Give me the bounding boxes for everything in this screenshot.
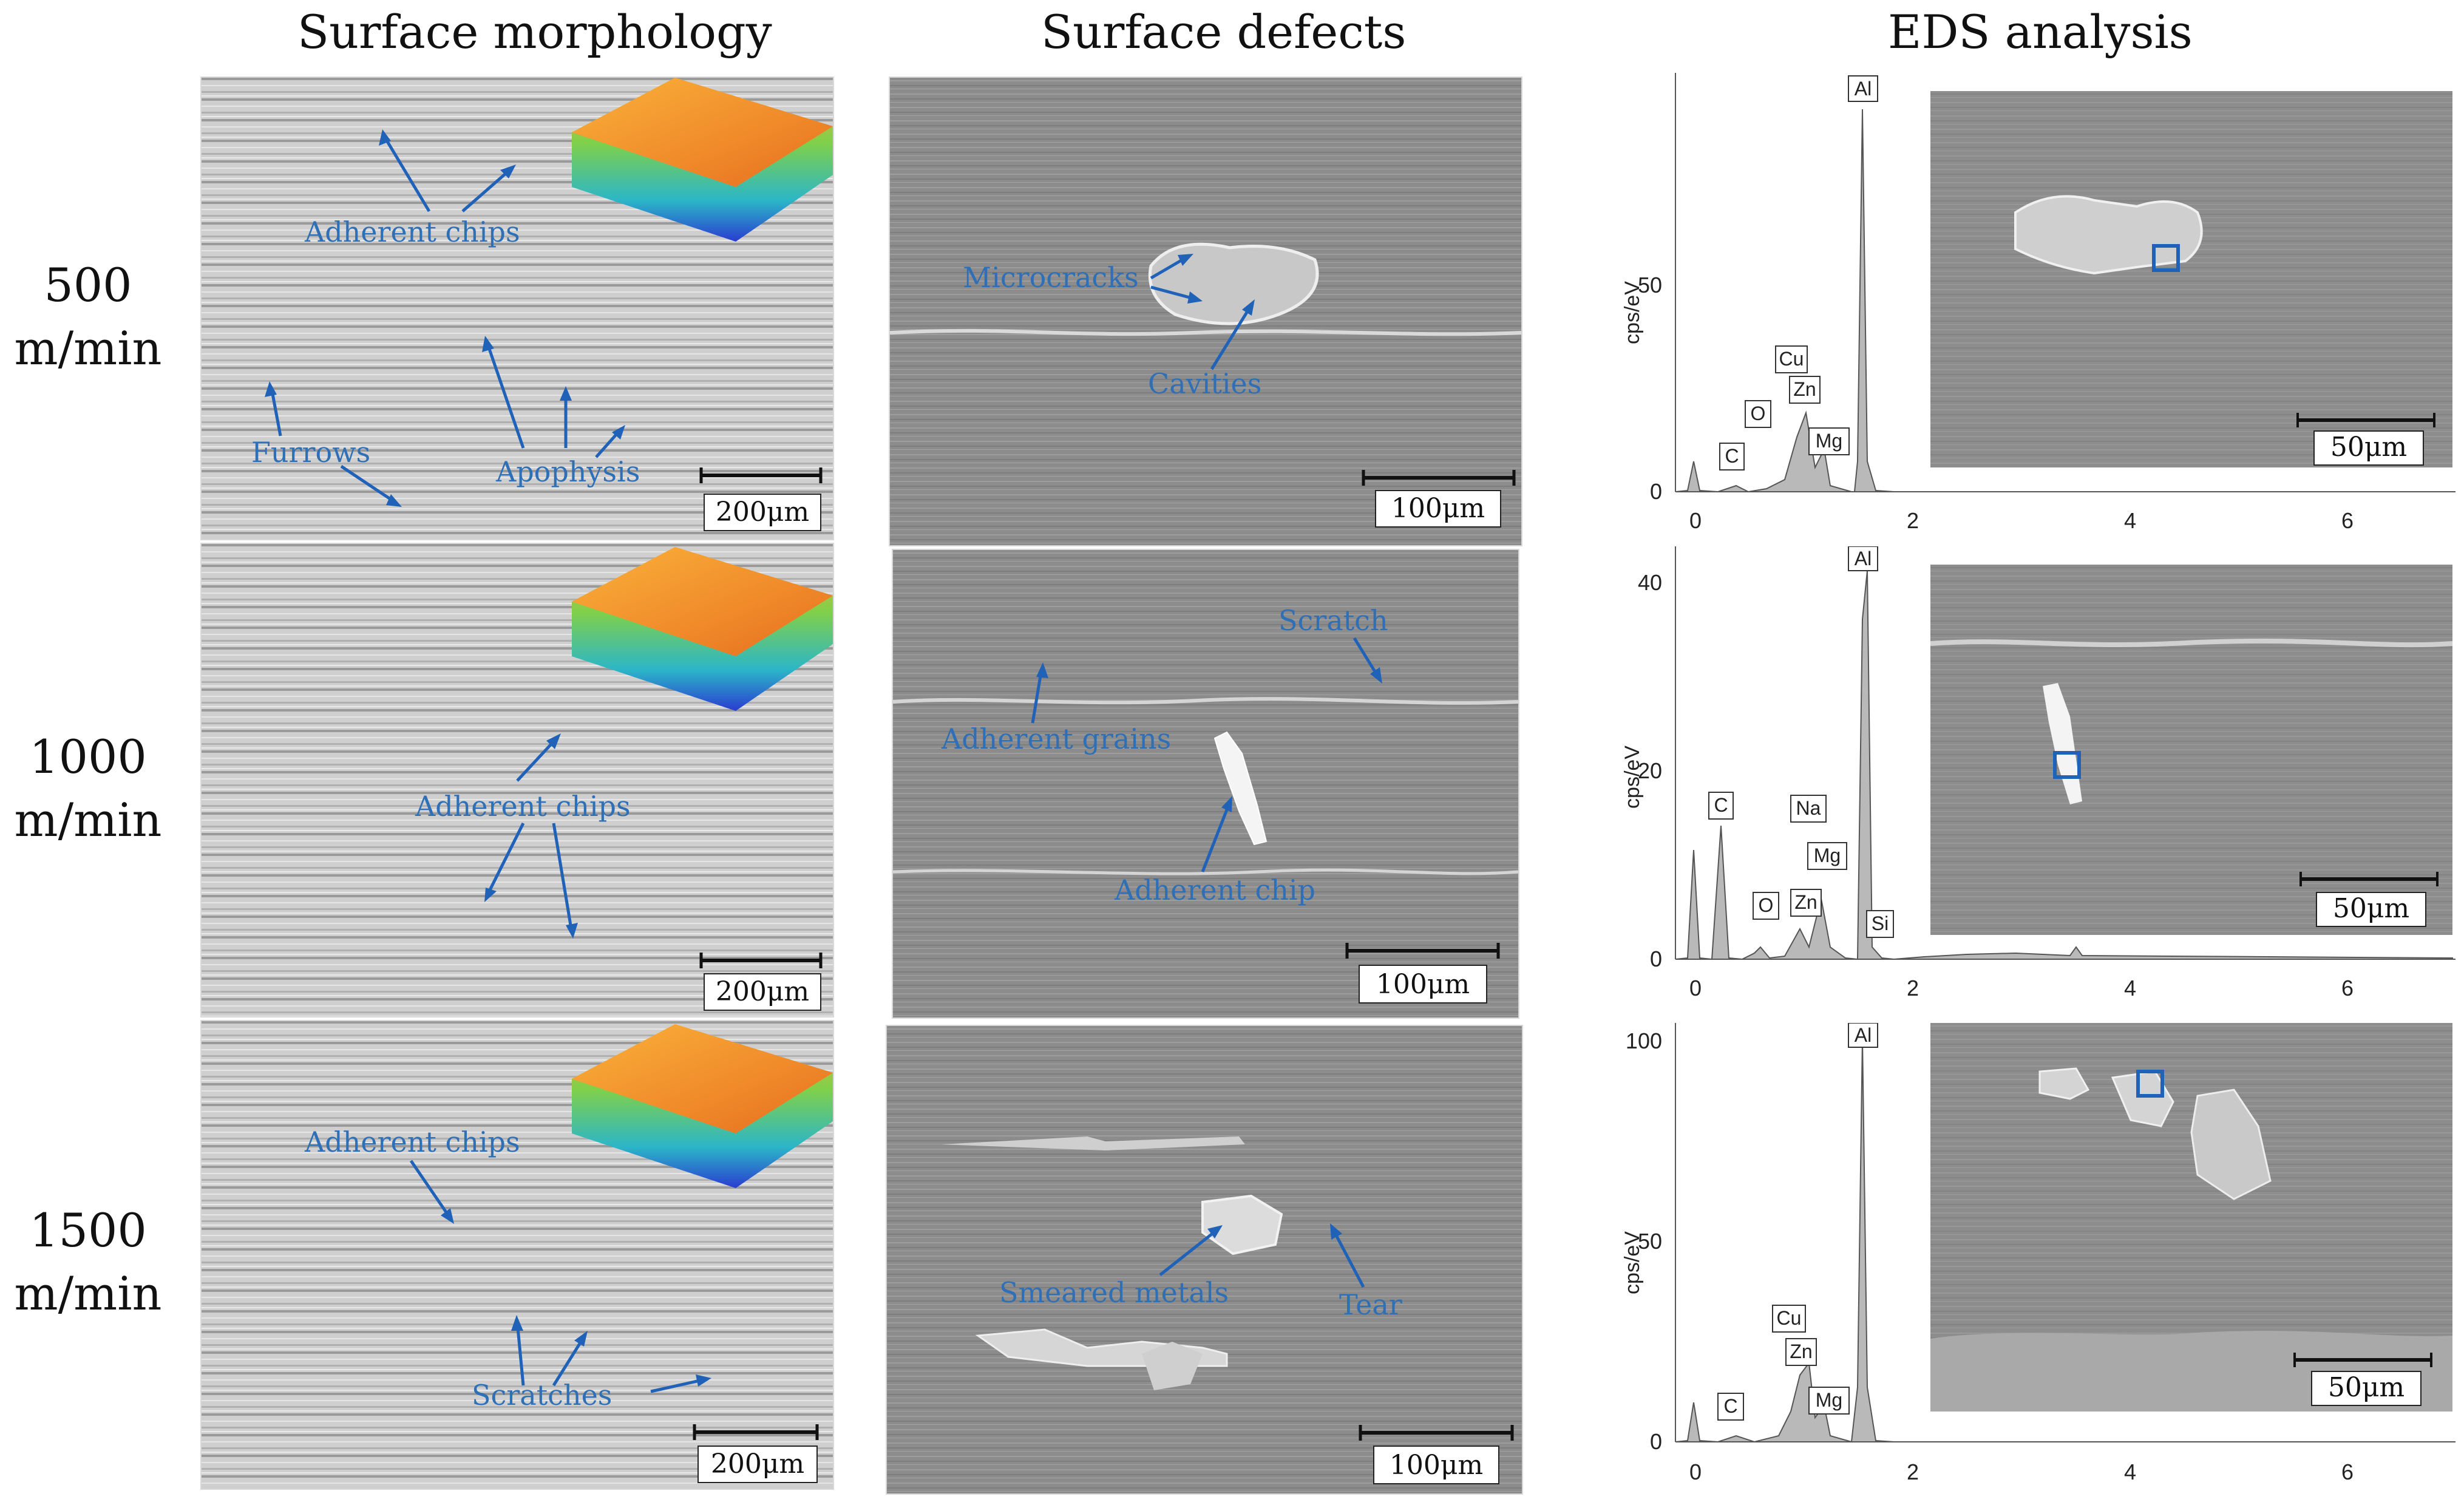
surface-3d-inset: [572, 1024, 833, 1188]
x-tick: 6: [2341, 976, 2354, 1001]
column-title-morphology: Surface morphology: [297, 5, 772, 59]
element-label: C: [1725, 445, 1739, 467]
y-tick: 40: [1638, 570, 1662, 595]
annotation-scratch: Scratch: [1278, 604, 1388, 637]
scale-bar-label: 100μm: [1376, 969, 1470, 1000]
element-label: Si: [1872, 912, 1889, 934]
surface-3d-inset: [572, 547, 833, 711]
scale-bar-label: 100μm: [1390, 1450, 1483, 1481]
x-tick: 4: [2124, 1459, 2136, 1484]
scale-bar-label: 200μm: [716, 497, 809, 528]
eds-spectrum-curve: [1675, 570, 2453, 960]
defects-image-1500: Smeared metals Tear 100μm: [886, 1025, 1523, 1495]
annotation-adherent-grains: Adherent grains: [941, 722, 1171, 755]
x-tick: 2: [1907, 1459, 1919, 1484]
defects-image-1000: Scratch Adherent grains Adherent chip 10…: [892, 549, 1519, 1019]
x-tick: 2: [1907, 508, 1919, 533]
element-label: Al: [1855, 1024, 1872, 1046]
x-tick: 0: [1689, 508, 1702, 533]
y-axis-label: cps/eV: [1621, 746, 1644, 809]
row-label-500: 500 m/min: [0, 254, 176, 380]
row-label-1000: 1000 m/min: [0, 725, 176, 852]
sem-inset: 50μm: [1930, 91, 2452, 467]
scale-bar-label: 100μm: [1391, 493, 1485, 524]
x-tick: 4: [2124, 976, 2136, 1001]
x-tick: 0: [1689, 976, 1702, 1001]
speed-unit: m/min: [14, 321, 162, 375]
eds-spectrum-curve: [1675, 109, 2452, 493]
element-label: Mg: [1816, 1389, 1842, 1411]
element-label: C: [1714, 794, 1728, 816]
annotation-microcracks: Microcracks: [963, 261, 1139, 294]
y-tick: 0: [1650, 1429, 1662, 1454]
x-tick: 6: [2341, 1459, 2354, 1484]
morphology-image-500: Adherent chips Furrows Apophysis 200μm: [200, 76, 834, 540]
morphology-image-1500: Adherent chips Scratches 200μm: [200, 1020, 834, 1490]
column-title-eds: EDS analysis: [1888, 5, 2193, 59]
defects-image-500: Microcracks Cavities 100μm: [889, 76, 1522, 546]
eds-selection-marker: [2152, 244, 2180, 272]
row-label-1500: 1500 m/min: [0, 1199, 176, 1325]
annotation-cavities: Cavities: [1148, 367, 1261, 400]
element-label: Zn: [1794, 891, 1817, 913]
column-title-defects: Surface defects: [1041, 5, 1407, 59]
scale-bar-label: 200μm: [711, 1449, 804, 1480]
element-label: Cu: [1779, 348, 1804, 370]
annotation-furrows: Furrows: [251, 436, 370, 469]
annotation-tear: Tear: [1339, 1288, 1402, 1321]
scale-bar-label: 200μm: [716, 976, 809, 1007]
element-label: Al: [1855, 548, 1872, 569]
speed-value: 1000: [29, 730, 147, 784]
element-label: C: [1723, 1395, 1737, 1417]
y-axis-label: cps/eV: [1621, 281, 1644, 344]
element-label: Na: [1796, 797, 1821, 819]
y-axis-label: cps/eV: [1621, 1231, 1644, 1294]
y-tick: 20: [1638, 758, 1662, 783]
annotation-apophysis: Apophysis: [495, 455, 640, 488]
speed-value: 500: [44, 258, 132, 312]
element-label: Mg: [1816, 430, 1842, 452]
speed-unit: m/min: [14, 793, 162, 847]
eds-spectrum-500: cps/eV 0 50 0 2 4 6 Al Cu O Zn C Mg 50μm: [1590, 73, 2459, 540]
sem-inset: 50μm: [1930, 1023, 2452, 1412]
y-tick: 0: [1650, 946, 1662, 971]
eds-spectrum-1000: cps/eV 0 20 40 0 2 4 6 Al C Na Mg O Zn S…: [1590, 546, 2459, 1014]
y-tick: 50: [1638, 273, 1662, 297]
eds-selection-marker: [2136, 1070, 2164, 1098]
element-label: Zn: [1790, 1340, 1812, 1362]
element-label: Cu: [1777, 1307, 1802, 1329]
scale-bar-label: 50μm: [2328, 1372, 2405, 1403]
element-label: Al: [1855, 78, 1872, 100]
speed-unit: m/min: [14, 1266, 162, 1320]
element-label: O: [1759, 894, 1774, 916]
scale-bar-label: 50μm: [2333, 893, 2409, 924]
annotation-adherent-chips: Adherent chips: [304, 216, 520, 248]
annotation-adherent-chips: Adherent chips: [304, 1126, 520, 1158]
eds-selection-marker: [2053, 751, 2081, 779]
element-label: O: [1751, 403, 1766, 424]
annotation-adherent-chips: Adherent chips: [415, 790, 631, 823]
y-tick: 100: [1626, 1028, 1662, 1053]
annotation-smeared-metals: Smeared metals: [999, 1276, 1229, 1309]
element-label: Mg: [1814, 844, 1841, 866]
x-tick: 6: [2341, 508, 2354, 533]
element-label: Zn: [1793, 378, 1816, 400]
y-tick: 0: [1650, 479, 1662, 504]
eds-spectrum-1500: cps/eV 0 50 100 0 2 4 6 Al Cu Zn C Mg 50…: [1590, 1022, 2459, 1503]
x-tick: 4: [2124, 508, 2136, 533]
x-tick: 0: [1689, 1459, 1702, 1484]
surface-3d-inset: [572, 78, 833, 242]
scale-bar-label: 50μm: [2330, 432, 2407, 463]
speed-value: 1500: [29, 1203, 147, 1257]
y-tick: 50: [1638, 1229, 1662, 1254]
morphology-image-1000: Adherent chips 200μm: [200, 543, 834, 1017]
annotation-adherent-chip: Adherent chip: [1114, 874, 1315, 906]
annotation-scratches: Scratches: [472, 1379, 612, 1412]
sem-inset: 50μm: [1930, 565, 2453, 935]
x-tick: 2: [1907, 976, 1919, 1001]
